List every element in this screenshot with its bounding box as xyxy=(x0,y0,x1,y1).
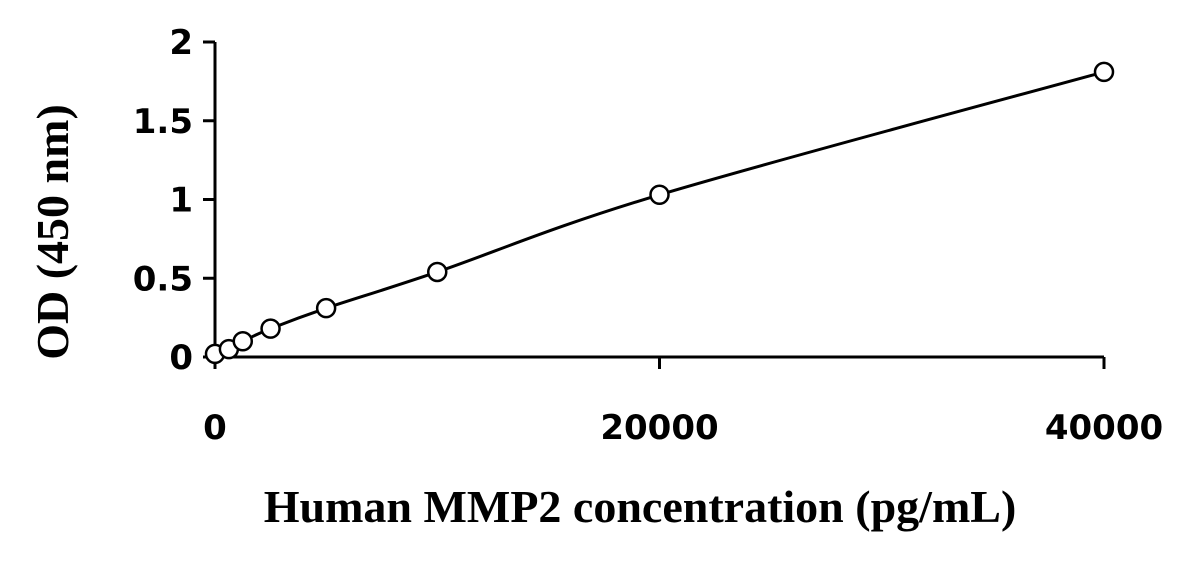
y-tick-label: 2 xyxy=(169,23,193,63)
x-tick-label: 20000 xyxy=(600,408,718,448)
x-axis-title: Human MMP2 concentration (pg/mL) xyxy=(264,481,1017,532)
y-tick-label: 1 xyxy=(169,181,193,221)
y-axis-ticks: 0 0.5 1 1.5 2 xyxy=(133,23,215,378)
x-tick-label: 40000 xyxy=(1045,408,1163,448)
y-tick-label: 1.5 xyxy=(133,102,193,142)
y-axis-title: OD (450 nm) xyxy=(27,104,78,360)
data-point xyxy=(315,297,337,319)
x-tick-label: 0 xyxy=(203,408,227,448)
y-tick-label: 0.5 xyxy=(133,259,193,299)
data-point xyxy=(427,261,448,283)
data-point xyxy=(1093,61,1115,83)
data-point xyxy=(232,331,254,352)
y-tick-label: 0 xyxy=(169,338,193,378)
fit-curve xyxy=(214,70,1105,356)
x-axis-ticks: 0 20000 40000 xyxy=(203,357,1163,448)
data-points xyxy=(204,61,1115,365)
plot-area: 0 0.5 1 1.5 2 0 20000 40000 xyxy=(133,23,1163,448)
data-point xyxy=(260,318,281,339)
data-point xyxy=(649,184,670,206)
